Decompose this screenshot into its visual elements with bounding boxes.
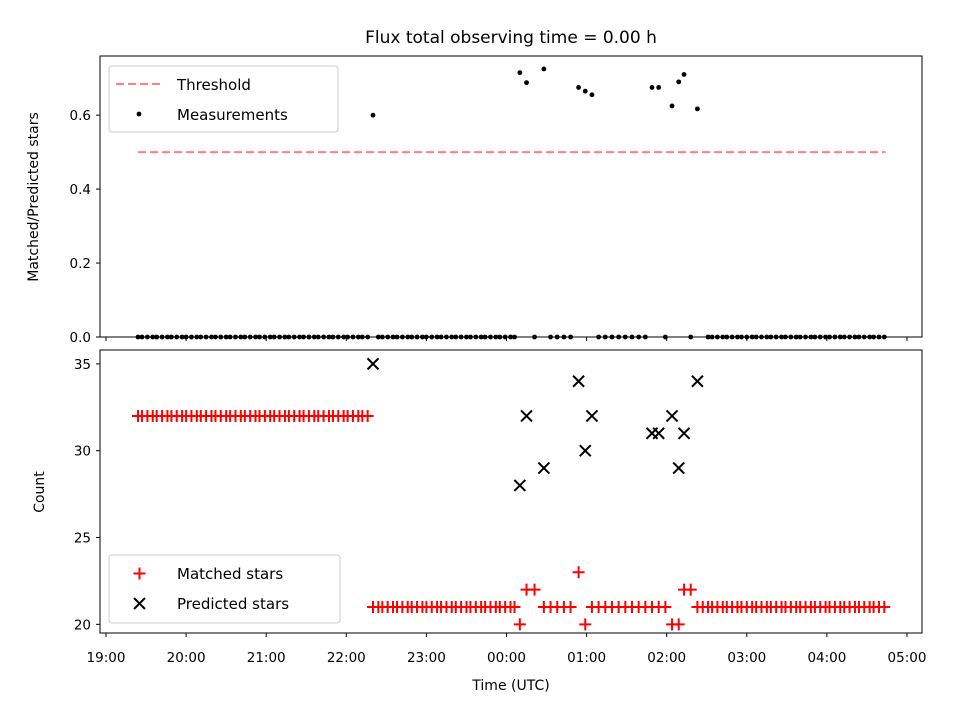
measurement-point (649, 85, 655, 90)
legend-measurements-swatch (136, 111, 142, 117)
predicted-star-point (665, 409, 679, 423)
predicted-star-point (579, 444, 592, 457)
y-tick-label: 20 (74, 617, 91, 633)
legend-threshold-label: Threshold (176, 76, 251, 94)
matched-star-point (659, 600, 672, 613)
y-tick-label: 0.4 (70, 182, 91, 198)
y-tick-label: 0.6 (70, 108, 91, 124)
x-tick-label: 03:00 (727, 650, 766, 666)
legend-predicted-swatch (133, 597, 146, 610)
matched-star-point (564, 600, 577, 613)
measurement-point (656, 85, 662, 90)
top-panel: 0.0 0.2 0.4 0.6 Matched/Predicted stars Thr… (26, 55, 923, 346)
predicted-star-point (691, 375, 704, 388)
x-tick-label: 19:00 (87, 650, 126, 666)
predicted-star-point (672, 461, 685, 475)
predicted-star-point (585, 409, 599, 423)
matched-star-point (579, 618, 592, 631)
bottom-panel-frame (99, 349, 923, 634)
top-legend: Threshold Measurements (108, 65, 339, 133)
y-tick-label: 35 (74, 357, 91, 373)
predicted-star-point (520, 409, 533, 423)
predicted-star-point (366, 357, 380, 371)
x-tick-label: 04:00 (807, 650, 846, 666)
measurement-point (589, 92, 595, 98)
measurement-point (669, 103, 675, 109)
measurement-point (681, 72, 687, 77)
matched-star-point (361, 409, 374, 422)
y-tick-label: 0.2 (70, 256, 91, 272)
x-tick-label: 00:00 (487, 650, 526, 666)
x-tick-label: 23:00 (407, 650, 446, 666)
matched-star-point (684, 583, 697, 596)
x-tick-label: 22:00 (327, 650, 366, 666)
chart-title: Flux total observing time = 0.00 h (365, 28, 657, 48)
x-tick-label: 01:00 (567, 650, 606, 666)
matched-star-point (572, 566, 585, 579)
matched-star-point (528, 583, 541, 596)
legend-predicted-label: Predicted stars (177, 595, 289, 613)
legend-matched-swatch (133, 567, 146, 580)
measurement-point (676, 79, 682, 85)
x-tick-label: 05:00 (888, 650, 927, 666)
matched-star-point (508, 600, 521, 613)
y-tick-label: 30 (74, 444, 91, 460)
bottom-y-axis-label: Count (32, 471, 48, 513)
legend-matched-label: Matched stars (177, 565, 283, 583)
top-y-axis-label: Matched/Predicted stars (26, 112, 42, 282)
bottom-legend: Matched stars Predicted stars (108, 554, 341, 624)
predicted-star-point (572, 375, 585, 388)
measurement-point (582, 88, 588, 94)
predicted-star-point (652, 427, 665, 440)
y-tick-label: 0.0 (70, 330, 91, 346)
matched-star-point (878, 600, 891, 613)
predicted-star-point (677, 427, 691, 440)
predicted-star-point (513, 479, 527, 492)
measurement-point (517, 70, 523, 76)
matched-star-point (672, 618, 685, 631)
legend-measurements-label: Measurements (177, 106, 288, 124)
top-panel-frame (99, 55, 923, 338)
measurement-point (541, 66, 547, 72)
measurement-point (695, 106, 700, 112)
x-axis-label: Time (UTC) (471, 678, 549, 694)
x-tick-label: 02:00 (647, 650, 686, 666)
x-tick-label: 20:00 (167, 650, 206, 666)
bottom-panel: 20 25 30 35 19:00 20:00 21:00 22:00 23:00 00:00 01… (32, 349, 927, 694)
matched-star-point (513, 618, 526, 631)
predicted-star-point (537, 461, 551, 475)
x-tick-label: 21:00 (247, 650, 286, 666)
y-tick-label: 25 (74, 531, 91, 547)
measurement-point (524, 80, 529, 86)
measurement-point (576, 85, 581, 90)
measurement-point (370, 112, 376, 118)
